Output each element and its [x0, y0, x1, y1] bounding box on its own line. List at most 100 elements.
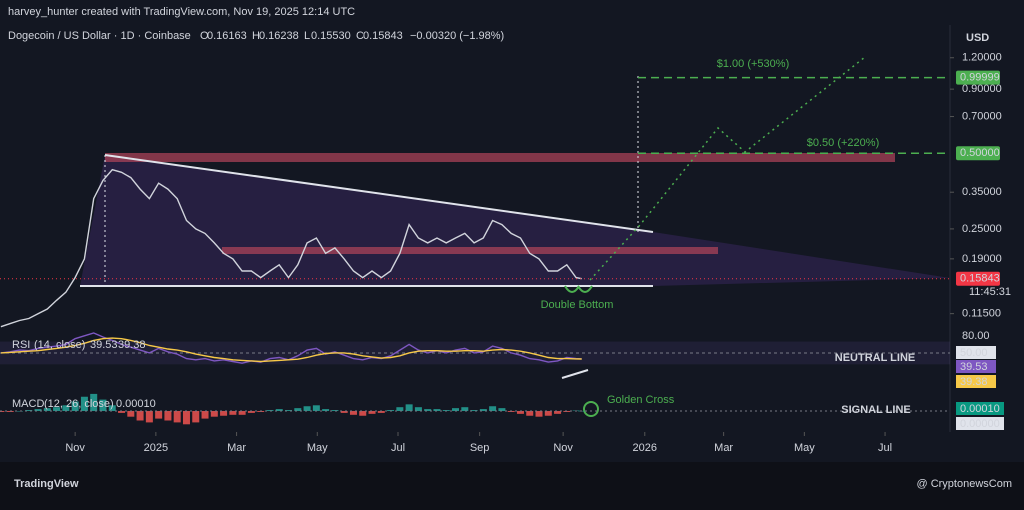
macd-bar: [322, 409, 330, 411]
macd-bar: [377, 411, 385, 413]
macd-bar: [71, 401, 79, 411]
pattern-label: Double Bottom: [541, 299, 614, 311]
macd-bar: [34, 409, 42, 411]
rsi-title: RSI: [12, 339, 30, 351]
macd-bar: [294, 408, 302, 411]
ohlc-value: 0.16163: [207, 30, 247, 42]
y-tick-label: 0.25000: [962, 223, 1002, 235]
ohlc-key: L: [304, 30, 310, 42]
x-tick-label: May: [794, 442, 815, 454]
macd-bar: [544, 411, 552, 416]
x-tick-label: Nov: [65, 442, 85, 454]
price-tag-label: 0.15843: [960, 273, 1000, 285]
target-label: $1.00 (+530%): [717, 58, 789, 70]
macd-bar: [43, 408, 51, 411]
resistance-zone: [105, 153, 895, 162]
price-tag: [956, 70, 1000, 85]
macd-bar: [424, 409, 432, 411]
macd-bar: [303, 406, 311, 411]
source: @ CryptonewsCom: [916, 478, 1012, 490]
macd-bar: [461, 407, 469, 411]
macd-bar: [220, 411, 228, 416]
y-tick-label: 1.20000: [962, 52, 1002, 64]
y-tick-label: 80.00: [962, 330, 990, 342]
rsi-params: (14, close): [34, 339, 85, 351]
macd-bar: [349, 411, 357, 415]
macd-bar: [535, 411, 543, 417]
double-bottom-marker: [564, 285, 593, 293]
macd-bar: [127, 411, 135, 417]
x-tick-label: 2025: [144, 442, 168, 454]
macd-bar: [108, 405, 116, 411]
price-tag: [956, 271, 1000, 286]
cross-marker: [583, 401, 599, 417]
macd-bar: [62, 405, 70, 411]
macd-bar: [0, 411, 5, 412]
macd-bar: [15, 411, 23, 412]
currency: USD: [966, 32, 989, 44]
macd-tag-label: 0.00000: [960, 418, 1000, 430]
macd-tag: [956, 402, 1004, 415]
y-tick-label: 0.19000: [962, 253, 1002, 265]
brand: TradingView: [14, 478, 79, 490]
byline: harvey_hunter created with TradingView.c…: [8, 6, 355, 18]
countdown: 11:45:31: [969, 286, 1011, 298]
macd-bar: [554, 411, 562, 414]
change: −0.00320 (−1.98%): [410, 30, 504, 42]
rsi-tag: [956, 375, 996, 388]
macd-params: (12, 26, close): [44, 398, 114, 410]
target-label: $0.50 (+220%): [807, 137, 879, 149]
rsi-tag-label: 50.00: [960, 347, 988, 359]
rsi-tag-label: 39.38: [960, 376, 988, 388]
ohlc-key: H: [252, 30, 260, 42]
rsi-value: 39.38: [118, 339, 146, 351]
macd-bar: [99, 399, 107, 411]
macd-bar: [275, 409, 283, 411]
macd-bar: [238, 411, 246, 415]
macd-bar: [182, 411, 190, 425]
macd-tag: [956, 417, 1004, 430]
macd-bar: [164, 411, 172, 421]
macd-bar: [452, 408, 460, 411]
x-tick-label: Mar: [714, 442, 733, 454]
x-tick-label: 2026: [633, 442, 657, 454]
macd-bar: [368, 411, 376, 414]
signal-label: SIGNAL LINE: [841, 404, 910, 416]
macd-bar: [118, 411, 126, 413]
rsi-trendline: [561, 369, 589, 379]
ohlc-value: 0.15843: [363, 30, 403, 42]
ohlc-value: 0.16238: [259, 30, 299, 42]
macd-bar: [80, 396, 88, 411]
macd-title: MACD: [12, 398, 44, 410]
trendline: [104, 154, 654, 233]
rsi-tag: [956, 346, 996, 359]
macd-bar: [136, 411, 144, 421]
macd-bar: [516, 411, 524, 414]
macd-value: 0.00010: [116, 398, 156, 410]
y-tick-label: 0.90000: [962, 83, 1002, 95]
macd-bar: [498, 408, 506, 411]
y-tick-label: 0.70000: [962, 110, 1002, 122]
macd-bar: [229, 411, 237, 415]
y-tick-label: 0.35000: [962, 186, 1002, 198]
macd-bar: [90, 393, 98, 411]
macd-bar: [479, 409, 487, 411]
ohlc-key: O: [200, 30, 209, 42]
price-tag: [956, 146, 1000, 161]
macd-bar: [526, 411, 534, 416]
macd-bar: [53, 407, 61, 411]
macd-bar: [266, 410, 274, 411]
x-tick-label: Sep: [470, 442, 490, 454]
rsi-tag-label: 39.53: [960, 361, 988, 373]
price-tag-label: 0.50000: [960, 147, 1000, 159]
macd-bar: [145, 411, 153, 423]
rsi-value: 39.53: [90, 339, 118, 351]
x-tick-label: Nov: [553, 442, 573, 454]
price-tag-label: 0.99999: [960, 72, 1000, 84]
macd-bar: [25, 410, 33, 411]
symbol: Dogecoin / US Dollar · 1D · Coinbase: [8, 30, 191, 42]
rsi-tag: [956, 360, 996, 373]
cross-label: Golden Cross: [607, 394, 675, 406]
